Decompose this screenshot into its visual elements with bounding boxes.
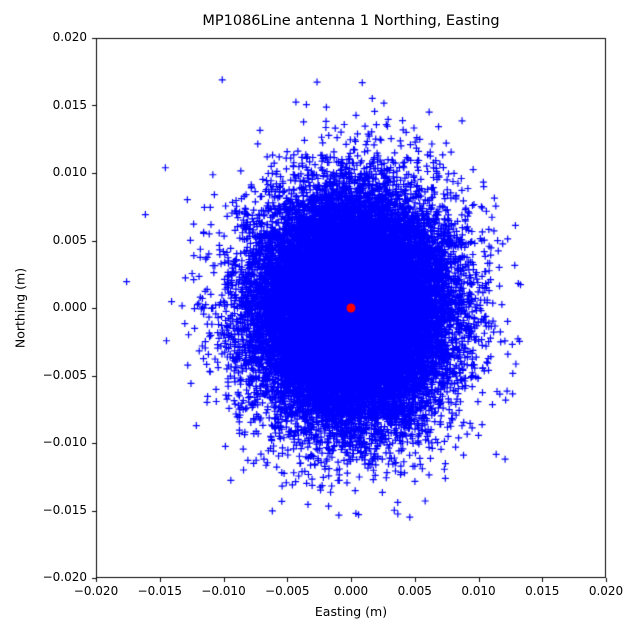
y-tick-label: −0.020 [42,570,87,584]
y-tick-label: −0.005 [42,367,87,382]
x-tick-label: 0.010 [461,584,496,598]
y-tick-label: 0.005 [52,232,87,247]
x-tick-label: −0.005 [265,584,310,598]
x-tick-label: 0.015 [525,584,560,598]
x-tick-label: 0.000 [333,584,369,598]
y-tick-label: 0.015 [52,97,87,112]
x-tick-label: −0.015 [137,584,182,598]
x-tick-label: 0.020 [588,584,624,598]
x-tick-label: −0.020 [73,584,119,598]
x-tick-label: 0.005 [397,584,432,598]
chart-title: MP1086Line antenna 1 Northing, Easting [202,13,500,29]
y-tick-label: −0.015 [42,502,87,517]
y-tick-label: −0.010 [42,435,87,449]
y-tick-label: 0.020 [52,30,87,44]
y-tick-label: 0.000 [52,300,87,314]
x-tick-label: −0.010 [201,584,246,598]
y-tick-label: 0.010 [52,165,87,179]
x-axis-label: Easting (m) [314,604,388,619]
